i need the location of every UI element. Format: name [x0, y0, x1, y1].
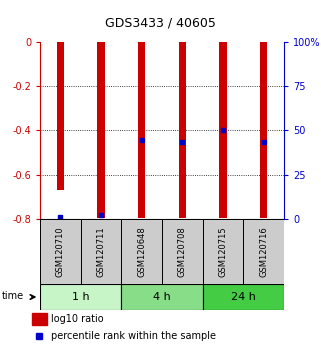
Text: GSM120648: GSM120648 [137, 226, 146, 277]
Bar [260, 42, 267, 218]
Text: GDS3433 / 40605: GDS3433 / 40605 [105, 16, 216, 29]
Text: percentile rank within the sample: percentile rank within the sample [51, 331, 216, 341]
Text: 24 h: 24 h [231, 292, 256, 302]
Text: GSM120711: GSM120711 [97, 226, 106, 277]
Text: GSM120710: GSM120710 [56, 226, 65, 277]
Bar [121, 219, 162, 284]
Text: time: time [2, 291, 24, 301]
Bar [138, 42, 145, 218]
Bar [81, 219, 121, 284]
Text: GSM120716: GSM120716 [259, 226, 268, 277]
Bar [32, 313, 47, 325]
Bar [57, 42, 64, 190]
Bar [162, 219, 203, 284]
Text: 4 h: 4 h [153, 292, 171, 302]
Bar [40, 284, 121, 310]
Bar [203, 219, 243, 284]
Text: GSM120708: GSM120708 [178, 226, 187, 277]
Bar [98, 42, 105, 218]
Bar [203, 284, 284, 310]
Bar [179, 42, 186, 218]
Text: GSM120715: GSM120715 [219, 226, 228, 277]
Text: log10 ratio: log10 ratio [51, 314, 104, 324]
Bar [243, 219, 284, 284]
Bar [40, 219, 81, 284]
Bar [121, 284, 203, 310]
Bar [220, 42, 227, 218]
Text: 1 h: 1 h [72, 292, 90, 302]
